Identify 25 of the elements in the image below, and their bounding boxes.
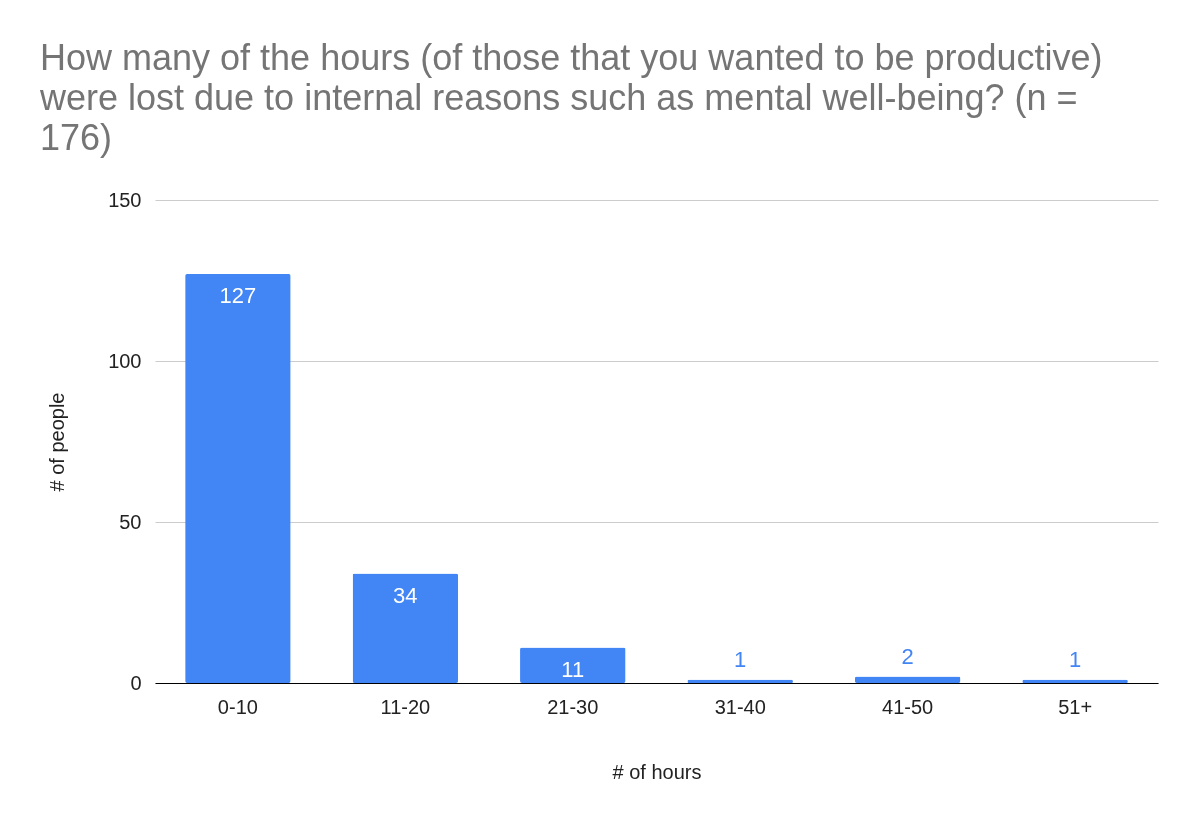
- chart-title: How many of the hours (of those that you wanted to be productive) were lost due to internal reasons such as mental well-being? (n = 176): [40, 37, 1104, 158]
- data-label: 2: [901, 643, 914, 669]
- bar: [854, 676, 961, 683]
- data-label: 34: [393, 582, 418, 608]
- data-label: 127: [219, 283, 257, 309]
- bar: [185, 274, 291, 683]
- y-tick-label: 0: [130, 671, 142, 694]
- y-tick-label: 150: [108, 188, 142, 211]
- y-tick-label: 50: [119, 510, 142, 533]
- x-axis-title: # of hours: [612, 760, 702, 783]
- y-tick-label: 100: [108, 349, 142, 372]
- x-tick-label: 31-40: [714, 695, 766, 718]
- y-axis-title: # of people: [46, 392, 69, 492]
- bar: [352, 573, 459, 683]
- data-label: 1: [1068, 646, 1082, 672]
- x-tick-label: 11-20: [380, 695, 431, 718]
- bar: [1022, 679, 1128, 683]
- data-label: 11: [561, 656, 585, 682]
- data-label: 1: [734, 646, 747, 672]
- x-tick-label: 0-10: [217, 695, 258, 718]
- x-tick-label: 41-50: [882, 695, 934, 718]
- bar: [687, 679, 793, 683]
- bar: [520, 647, 626, 683]
- x-tick-label: 51+: [1058, 695, 1093, 718]
- x-tick-label: 21-30: [547, 695, 599, 718]
